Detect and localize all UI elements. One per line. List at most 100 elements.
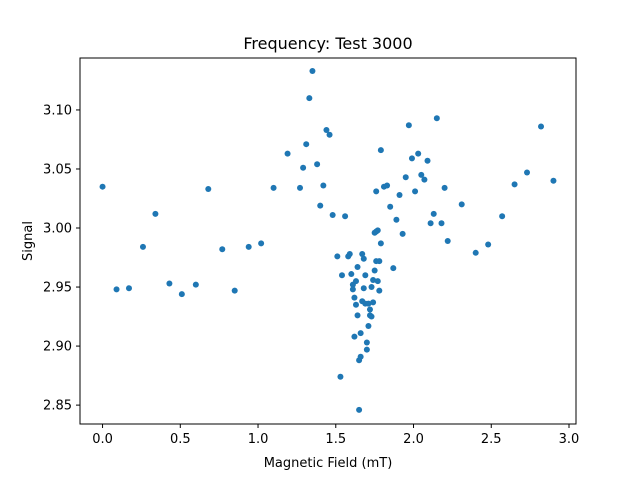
data-point bbox=[368, 313, 375, 320]
data-point bbox=[357, 353, 364, 360]
x-tick-label: 2.0 bbox=[403, 432, 424, 447]
data-point bbox=[374, 278, 381, 285]
x-tick-label: 2.5 bbox=[481, 432, 502, 447]
data-point bbox=[550, 177, 557, 184]
data-point bbox=[334, 253, 341, 260]
data-point bbox=[258, 240, 265, 247]
data-point bbox=[309, 67, 316, 74]
y-tick-label: 3.00 bbox=[43, 222, 72, 237]
x-tick-label: 0.0 bbox=[92, 432, 113, 447]
data-point bbox=[365, 323, 372, 330]
chart-title: Frequency: Test 3000 bbox=[243, 34, 412, 53]
data-point bbox=[323, 127, 330, 134]
data-point bbox=[152, 210, 159, 217]
y-tick-label: 3.05 bbox=[43, 162, 72, 177]
data-point bbox=[356, 406, 363, 413]
data-point bbox=[399, 230, 406, 237]
data-point bbox=[326, 131, 333, 138]
x-tick-label: 3.0 bbox=[559, 432, 580, 447]
data-point bbox=[363, 339, 370, 346]
data-point bbox=[377, 240, 384, 247]
data-point bbox=[377, 147, 384, 154]
data-point bbox=[458, 201, 465, 208]
data-point bbox=[438, 220, 445, 227]
y-tick-label: 2.85 bbox=[43, 399, 72, 414]
data-point bbox=[346, 250, 353, 257]
data-point bbox=[408, 155, 415, 162]
x-axis-label: Magnetic Field (mT) bbox=[264, 456, 393, 471]
data-point bbox=[511, 181, 518, 188]
data-point bbox=[113, 286, 120, 293]
data-point bbox=[441, 184, 448, 191]
data-point bbox=[352, 301, 359, 308]
data-point bbox=[270, 184, 277, 191]
y-tick-label: 3.10 bbox=[43, 103, 72, 118]
data-point bbox=[418, 171, 425, 178]
y-axis-label: Signal bbox=[21, 221, 36, 261]
data-point bbox=[360, 285, 367, 292]
x-tick-label: 1.0 bbox=[248, 432, 269, 447]
data-point bbox=[499, 213, 506, 220]
data-point bbox=[306, 95, 313, 102]
data-point bbox=[524, 169, 531, 176]
data-point bbox=[402, 174, 409, 181]
data-point bbox=[178, 291, 185, 298]
data-point bbox=[371, 267, 378, 274]
data-point bbox=[374, 227, 381, 234]
data-point bbox=[351, 333, 358, 340]
data-point bbox=[354, 312, 361, 319]
data-point bbox=[538, 123, 545, 130]
plot-frame bbox=[79, 57, 577, 425]
data-point bbox=[349, 286, 356, 293]
data-point bbox=[393, 216, 400, 223]
data-point bbox=[337, 373, 344, 380]
data-point bbox=[412, 188, 419, 195]
y-tick-label: 2.90 bbox=[43, 340, 72, 355]
data-point bbox=[362, 272, 369, 279]
data-point bbox=[360, 255, 367, 262]
data-point bbox=[320, 182, 327, 189]
data-point bbox=[433, 115, 440, 122]
data-point bbox=[421, 176, 428, 183]
data-point bbox=[166, 280, 173, 287]
data-point bbox=[366, 306, 373, 313]
data-point bbox=[373, 188, 380, 195]
data-points bbox=[99, 67, 557, 413]
data-point bbox=[125, 285, 132, 292]
data-point bbox=[139, 243, 146, 250]
data-point bbox=[192, 281, 199, 288]
data-point bbox=[351, 294, 358, 301]
data-point bbox=[405, 122, 412, 129]
data-point bbox=[376, 258, 383, 265]
data-point bbox=[317, 202, 324, 209]
data-point bbox=[245, 243, 252, 250]
data-point bbox=[444, 238, 451, 244]
data-point bbox=[370, 299, 377, 306]
data-point bbox=[205, 186, 212, 193]
data-point bbox=[430, 210, 437, 217]
data-point bbox=[329, 212, 336, 219]
data-point bbox=[370, 276, 377, 283]
data-point bbox=[390, 265, 397, 272]
data-point bbox=[384, 182, 391, 189]
data-point bbox=[300, 164, 307, 171]
data-point bbox=[303, 141, 310, 148]
x-tick-label: 1.5 bbox=[325, 432, 346, 447]
data-point bbox=[297, 184, 304, 191]
data-point bbox=[415, 150, 422, 157]
data-point bbox=[485, 241, 492, 248]
data-point bbox=[368, 284, 375, 291]
data-point bbox=[99, 183, 106, 190]
x-tick-label: 0.5 bbox=[170, 432, 191, 447]
data-point bbox=[365, 300, 372, 307]
data-point bbox=[338, 272, 345, 279]
data-point bbox=[424, 157, 431, 164]
data-point bbox=[396, 191, 403, 198]
data-point bbox=[387, 203, 394, 210]
data-point bbox=[348, 271, 355, 278]
data-point bbox=[219, 246, 226, 253]
data-point bbox=[284, 150, 291, 157]
data-point bbox=[342, 213, 349, 220]
